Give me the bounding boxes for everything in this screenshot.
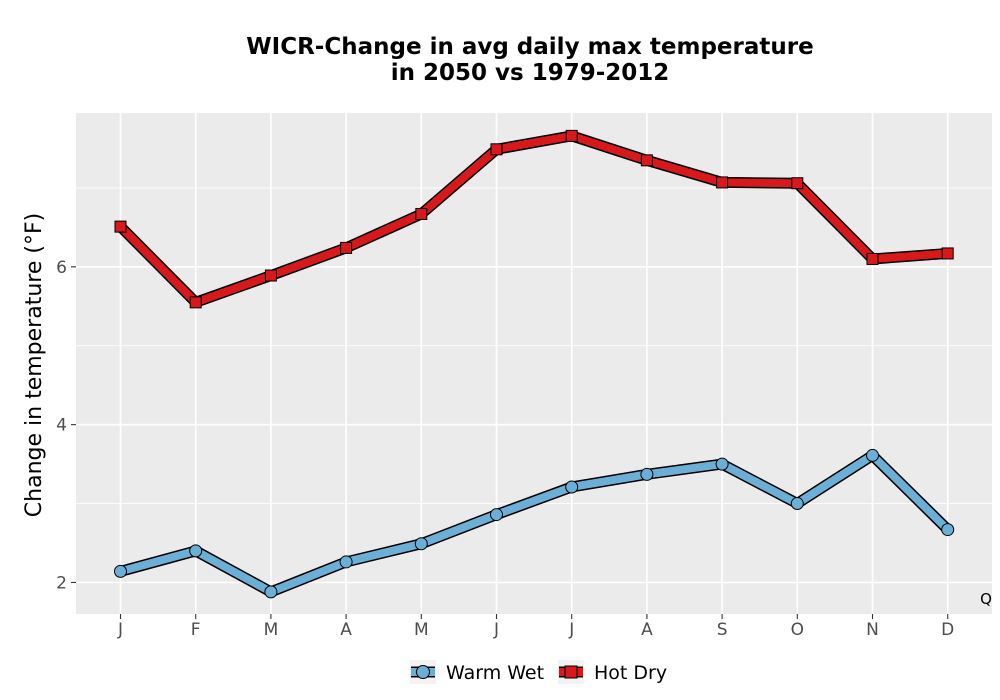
legend-key-marker <box>416 665 430 679</box>
chart-title-line-1: WICR-Change in avg daily max temperature <box>246 34 813 60</box>
x-tick-label: N <box>866 620 879 640</box>
data-point <box>866 448 879 462</box>
data-point <box>415 207 428 220</box>
corner-note: Q <box>980 590 992 608</box>
x-tick-label: D <box>941 620 954 640</box>
x-tick-label: A <box>641 620 653 640</box>
chart-title-line-2: in 2050 vs 1979-2012 <box>391 60 670 86</box>
x-tick-label: M <box>264 620 279 640</box>
legend-key-marker <box>564 665 578 679</box>
x-tick-label: J <box>117 620 123 640</box>
x-tick-label: A <box>340 620 352 640</box>
data-point <box>941 523 955 537</box>
data-point <box>114 220 127 233</box>
legend-label: Warm Wet <box>446 662 544 684</box>
series-line <box>116 451 952 596</box>
x-tick-label: J <box>493 620 499 640</box>
series-layer <box>114 129 955 599</box>
data-point <box>640 467 654 481</box>
data-point <box>490 508 503 522</box>
data-point <box>114 564 127 578</box>
data-point <box>640 154 653 167</box>
data-point <box>715 457 729 471</box>
y-tick-label: 4 <box>56 416 67 436</box>
data-point <box>791 177 804 190</box>
x-tick-label: O <box>791 620 804 640</box>
data-point <box>339 555 353 569</box>
x-tick-label: J <box>568 620 574 640</box>
legend-label: Hot Dry <box>594 662 667 684</box>
legend: Warm Wet Hot Dry <box>410 660 667 684</box>
data-point <box>565 480 579 494</box>
data-point <box>866 252 879 265</box>
data-point <box>941 247 954 260</box>
data-point <box>189 296 202 309</box>
plot-panel <box>76 113 992 614</box>
ticks: 2 4 6 J F M A M J J A S O N D <box>56 258 954 640</box>
x-tick-label: S <box>717 620 728 640</box>
series-line <box>116 131 952 307</box>
data-point <box>189 544 203 558</box>
y-tick-label: 6 <box>56 258 67 278</box>
data-point <box>716 176 729 189</box>
data-point <box>490 143 503 156</box>
data-point <box>565 129 578 142</box>
x-tick-label: M <box>414 620 429 640</box>
data-point <box>414 537 428 551</box>
y-axis-title: Change in temperature (°F) <box>22 213 47 517</box>
grid <box>76 113 992 614</box>
data-point <box>790 497 804 511</box>
y-tick-label: 2 <box>56 573 67 593</box>
data-point <box>264 269 277 282</box>
data-point <box>340 241 353 254</box>
data-point <box>264 585 278 599</box>
x-tick-label: F <box>191 620 201 640</box>
